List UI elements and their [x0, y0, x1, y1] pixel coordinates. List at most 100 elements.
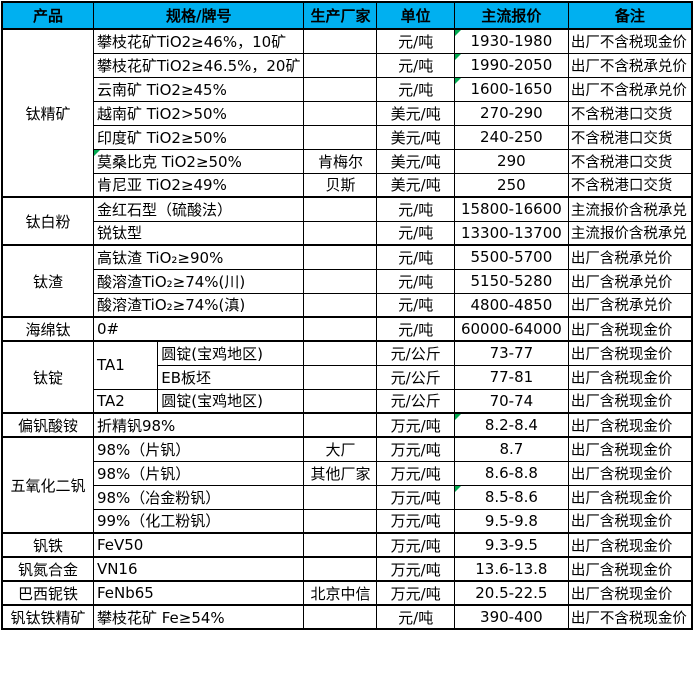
maker-cell: [303, 196, 378, 222]
unit-cell: 万元/吨: [376, 412, 455, 438]
price-cell: 77-81: [453, 364, 569, 390]
note-cell: 主流报价含税承兑: [567, 196, 693, 222]
price-cell: 1930-1980: [453, 28, 569, 54]
price-cell: 240-250: [453, 124, 569, 150]
maker-cell: [303, 364, 378, 390]
price-cell: 8.7: [453, 436, 569, 462]
note-cell: 不含税港口交货: [567, 124, 693, 150]
maker-cell: [303, 316, 378, 342]
maker-cell: [303, 340, 378, 366]
maker-cell: [303, 220, 378, 246]
comment-flag-icon: [455, 486, 461, 492]
spec-cell: 99%（化工粉钒）: [92, 508, 305, 534]
price-cell: 8.2-8.4: [453, 412, 569, 438]
maker-cell: [303, 100, 378, 126]
table-row: 钒铁 FeV50 万元/吨 9.3-9.5 出厂含税现金价: [1, 532, 693, 558]
maker-cell: [303, 556, 378, 582]
spec-cell: 98%（片钒）: [92, 460, 305, 486]
spec-cell: 莫桑比克 TiO2≥50%: [92, 148, 305, 174]
maker-cell: 其他厂家: [303, 460, 378, 486]
unit-cell: 元/公斤: [376, 340, 455, 366]
unit-cell: 元/公斤: [376, 364, 455, 390]
maker-cell: 大厂: [303, 436, 378, 462]
spec-cell: 酸溶渣TiO₂≥74%(滇): [92, 292, 305, 318]
spec-cell: 印度矿 TiO2≥50%: [92, 124, 305, 150]
header-row: 产品 规格/牌号 生产厂家 单位 主流报价 备注: [1, 1, 693, 30]
table-row: 钒氮合金 VN16 万元/吨 13.6-13.8 出厂含税现金价: [1, 556, 693, 582]
product-cell: 钛白粉: [1, 196, 94, 246]
table-row: 钛锭 TA1 圆锭(宝鸡地区) 元/公斤 73-77 出厂含税现金价: [1, 340, 693, 414]
unit-cell: 元/吨: [376, 268, 455, 294]
col-header-spec: 规格/牌号: [92, 1, 305, 30]
table-row: 98%（冶金粉钒） 万元/吨 8.5-8.6 出厂含税现金价: [2, 484, 693, 510]
unit-cell: 元/公斤: [376, 388, 455, 414]
unit-cell: 元/吨: [376, 28, 455, 54]
note-cell: 出厂含税现金价: [567, 580, 693, 606]
price-cell: 8.5-8.6: [453, 484, 569, 510]
maker-cell: [303, 532, 378, 558]
price-cell: 9.3-9.5: [453, 532, 569, 558]
price-cell: 73-77: [453, 340, 569, 366]
note-cell: 出厂含税现金价: [567, 532, 693, 558]
spec-cell: 攀枝花矿TiO2≥46%，10矿: [92, 28, 305, 54]
table-row: 海绵钛 0# 元/吨 60000-64000 出厂含税现金价: [1, 316, 693, 342]
note-cell: 出厂含税现金价: [567, 364, 693, 390]
table-row: 锐钛型 元/吨 13300-13700 主流报价含税承兑: [2, 220, 693, 246]
unit-cell: 元/吨: [376, 316, 455, 342]
price-value: 1930-1980: [470, 32, 553, 51]
price-cell: 5150-5280: [453, 268, 569, 294]
maker-cell: [303, 268, 378, 294]
comment-flag-icon: [455, 30, 461, 36]
spec-cell: 98%（片钒）: [92, 436, 305, 462]
spec-cell: 98%（冶金粉钒）: [92, 484, 305, 510]
price-cell: 4800-4850: [453, 292, 569, 318]
comment-flag-icon: [455, 415, 461, 420]
table-row: 肯尼亚 TiO2≥49% 贝斯 美元/吨 250 不含税港口交货: [2, 172, 693, 198]
price-cell: 20.5-22.5: [453, 580, 569, 606]
table-row: 莫桑比克 TiO2≥50% 肯梅尔 美元/吨 290 不含税港口交货: [2, 148, 693, 174]
note-cell: 出厂含税现金价: [567, 388, 693, 414]
maker-cell: 肯梅尔: [303, 148, 378, 174]
note-cell: 不含税港口交货: [567, 100, 693, 126]
table-row: 云南矿 TiO2≥45% 元/吨 1600-1650 出厂不含税承兑价: [2, 76, 693, 102]
unit-cell: 万元/吨: [376, 508, 455, 534]
unit-cell: 元/吨: [376, 604, 455, 630]
spec-cell: 圆锭(宝鸡地区): [157, 388, 305, 414]
spec-cell: 云南矿 TiO2≥45%: [92, 76, 305, 102]
price-cell: 1600-1650: [453, 76, 569, 102]
unit-cell: 万元/吨: [376, 436, 455, 462]
product-cell: 巴西铌铁: [1, 580, 94, 606]
table-row: 钛精矿 攀枝花矿TiO2≥46%，10矿 元/吨 1930-1980 出厂不含税…: [1, 28, 693, 198]
note-cell: 出厂含税承兑价: [567, 268, 693, 294]
maker-cell: [303, 604, 378, 630]
spec-cell: EB板坯: [157, 364, 305, 390]
spec-cell: FeNb65: [92, 580, 305, 606]
note-cell: 出厂含税现金价: [567, 316, 693, 342]
price-cell: 70-74: [453, 388, 569, 414]
product-cell: 海绵钛: [1, 316, 94, 342]
col-header-unit: 单位: [376, 1, 455, 30]
spec-cell: 圆锭(宝鸡地区): [157, 340, 305, 366]
table-row: 钛渣 高钛渣 TiO₂≥90% 元/吨 5500-5700 出厂含税承兑价: [1, 244, 693, 318]
unit-cell: 元/吨: [376, 52, 455, 78]
comment-flag-icon: [455, 78, 461, 84]
product-cell: 钛渣: [1, 244, 94, 318]
price-cell: 250: [453, 172, 569, 198]
spec-cell: 酸溶渣TiO₂≥74%(川): [92, 268, 305, 294]
table-row: 99%（化工粉钒） 万元/吨 9.5-9.8 出厂含税现金价: [2, 508, 693, 534]
col-header-product: 产品: [1, 1, 94, 30]
unit-cell: 美元/吨: [376, 172, 455, 198]
unit-cell: 元/吨: [376, 196, 455, 222]
maker-cell: [303, 484, 378, 510]
table-row: 越南矿 TiO2>50% 美元/吨 270-290 不含税港口交货: [2, 100, 693, 126]
grade-cell: TA2: [92, 388, 159, 414]
note-cell: 出厂含税现金价: [567, 484, 693, 510]
spec-cell: 0#: [92, 316, 305, 342]
note-cell: 出厂不含税现金价: [567, 28, 693, 54]
table-row: 98%（片钒） 其他厂家 万元/吨 8.6-8.8 出厂含税现金价: [2, 460, 693, 486]
maker-cell: [303, 412, 378, 438]
price-cell: 1990-2050: [453, 52, 569, 78]
spec-cell: 折精钒98%: [92, 412, 305, 438]
spec-cell: 金红石型（硫酸法）: [92, 196, 305, 222]
spec-cell: FeV50: [92, 532, 305, 558]
